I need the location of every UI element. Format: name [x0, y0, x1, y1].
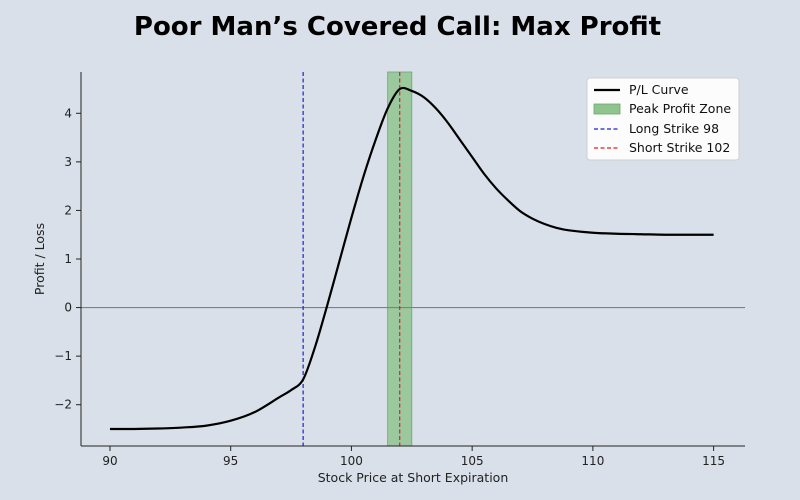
x-tick-label: 110 [581, 454, 604, 468]
legend: P/L Curve Peak Profit Zone Long Strike 9… [586, 77, 740, 161]
legend-label-pl-curve: P/L Curve [629, 82, 689, 97]
plot-area [81, 71, 745, 447]
y-axis-label: Profit / Loss [32, 223, 47, 295]
legend-label-long-strike: Long Strike 98 [629, 121, 719, 136]
x-tick-label: 100 [340, 454, 363, 468]
y-tick-label: 2 [64, 203, 72, 217]
y-tick-label: −1 [54, 349, 72, 363]
x-tick-label: 95 [223, 454, 238, 468]
legend-swatch-peak-zone [593, 103, 621, 115]
x-tick-label: 115 [702, 454, 725, 468]
axes: 90 95 100 105 110 115 −2 −1 0 1 2 3 4 [54, 72, 745, 468]
x-tick-label: 90 [102, 454, 117, 468]
legend-label-peak-zone: Peak Profit Zone [629, 101, 731, 116]
y-tick-label: 0 [64, 301, 72, 315]
y-tick-label: 4 [64, 106, 72, 120]
chart-title: Poor Man’s Covered Call: Max Profit [133, 12, 662, 42]
y-tick-label: 3 [64, 155, 72, 169]
y-tick-label: −2 [54, 398, 72, 412]
x-axis-label: Stock Price at Short Expiration [318, 470, 509, 485]
legend-label-short-strike: Short Strike 102 [629, 140, 730, 155]
peak-profit-zone [387, 71, 413, 447]
x-tick-label: 105 [461, 454, 484, 468]
y-tick-label: 1 [64, 252, 72, 266]
pl-curve-line [109, 86, 714, 431]
legend-box [586, 77, 740, 161]
